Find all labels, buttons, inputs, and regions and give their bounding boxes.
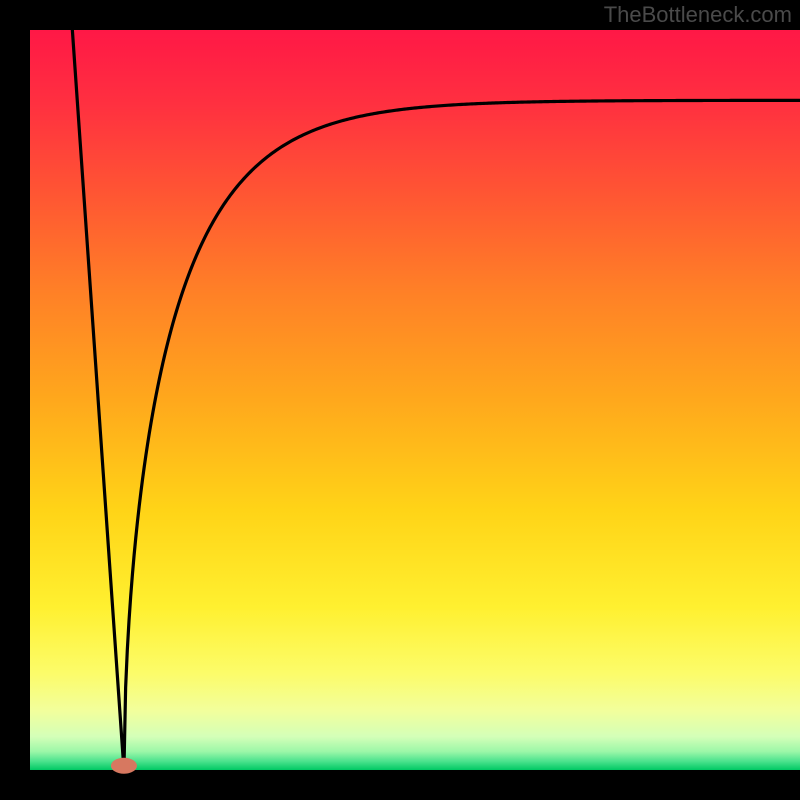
chart-container: TheBottleneck.com [0,0,800,800]
watermark-label: TheBottleneck.com [604,2,792,28]
chart-canvas [0,0,800,800]
plot-gradient-area [30,30,800,770]
minimum-marker [111,758,137,774]
